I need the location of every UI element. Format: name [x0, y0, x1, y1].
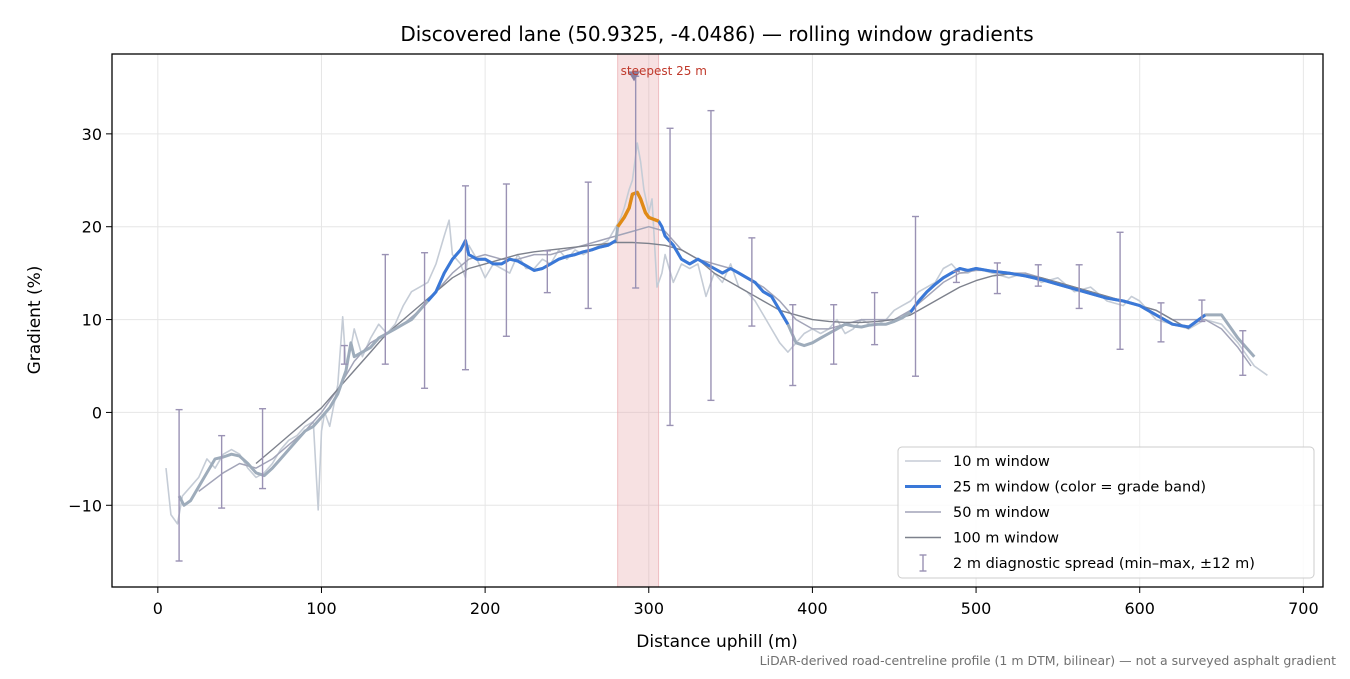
x-tick-label: 600 [1124, 599, 1155, 618]
legend-box [897, 446, 1315, 579]
y-axis-ticks: −10 0 10 20 30 [68, 125, 112, 515]
series-25m-line-band [909, 267, 1207, 329]
legend-label: 50 m window [953, 505, 1050, 521]
y-tick-label: −10 [68, 496, 102, 515]
steepest-band [617, 53, 660, 588]
x-tick-label: 300 [633, 599, 664, 618]
x-tick-label: 0 [153, 599, 163, 618]
legend-label: 25 m window (color = grade band) [953, 480, 1206, 496]
plot-frame [111, 53, 1324, 588]
y-tick-label: 30 [82, 125, 102, 144]
y-axis-label: Gradient (%) [25, 266, 45, 375]
y-tick-label: 0 [92, 403, 102, 422]
series-25m-line-band [426, 239, 617, 302]
steepest-label: steepest 25 m [621, 64, 707, 78]
steepest-highlight [617, 53, 660, 588]
series-25m-line-band [657, 220, 790, 325]
y-tick-label: 10 [82, 311, 102, 330]
legend-label: 10 m window [953, 454, 1050, 470]
x-tick-label: 500 [961, 599, 992, 618]
footnote: LiDAR-derived road-centreline profile (1… [760, 653, 1336, 668]
x-tick-label: 200 [470, 599, 501, 618]
x-axis-label: Distance uphill (m) [636, 632, 797, 652]
annotation-layer: steepest 25 m [621, 64, 707, 82]
legend: 10 m window 25 m window (color = grade ba… [897, 446, 1315, 579]
spread-layer [175, 75, 1247, 562]
steepest-marker [628, 71, 641, 82]
y-tick-label: 20 [82, 218, 102, 237]
chart-title: Discovered lane (50.9325, -4.0486) — rol… [400, 22, 1033, 46]
series-layer [165, 142, 1268, 525]
legend-label: 100 m window [953, 531, 1059, 547]
x-tick-label: 400 [797, 599, 828, 618]
x-axis-ticks: 0 100 200 300 400 500 600 700 [153, 587, 1319, 618]
grid-lines [112, 54, 1323, 587]
x-tick-label: 100 [306, 599, 337, 618]
series-25m-line-steepest [616, 190, 660, 228]
x-tick-label: 700 [1288, 599, 1319, 618]
legend-label: 2 m diagnostic spread (min–max, ±12 m) [953, 556, 1255, 572]
